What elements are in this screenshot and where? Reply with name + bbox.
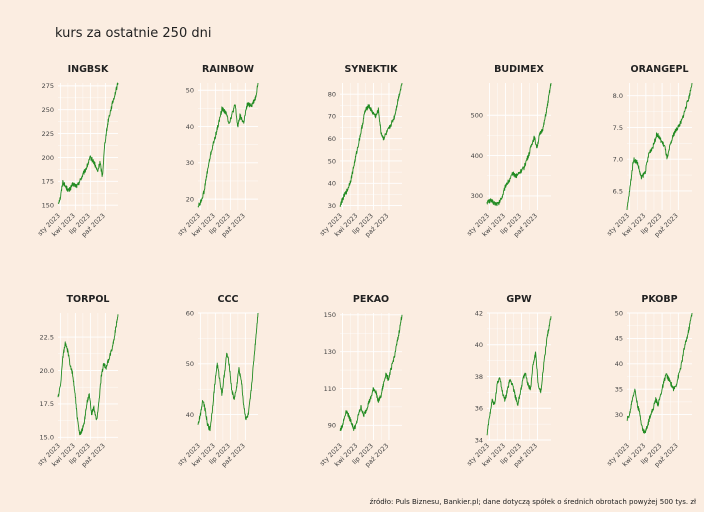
y-tick-label: 50 (186, 360, 194, 368)
y-tick-label: 200 (42, 154, 54, 162)
y-tick-label: 400 (471, 152, 483, 160)
y-tick-label: 60 (328, 135, 336, 143)
y-tick-label: 250 (42, 106, 54, 114)
y-tick-label: 150 (42, 202, 54, 210)
y-tick-label: 50 (615, 309, 623, 317)
panel-title: SYNEKTIK (345, 64, 399, 75)
y-tick-label: 40 (328, 180, 336, 188)
y-tick-label: 500 (471, 112, 483, 120)
y-tick-label: 50 (328, 157, 336, 165)
y-tick-label: 150 (324, 311, 336, 319)
y-tick-label: 40 (186, 123, 194, 131)
price-line-pkobp (626, 312, 693, 434)
y-tick-label: 110 (324, 385, 336, 393)
price-line-torpol (57, 314, 119, 436)
price-line-ccc (197, 312, 259, 432)
price-line-ingbsk (57, 82, 119, 204)
y-tick-label: 275 (42, 82, 54, 90)
panel-title: TORPOL (67, 294, 110, 305)
y-tick-label: 40 (475, 341, 483, 349)
y-tick-label: 15.0 (40, 434, 54, 442)
y-tick-label: 300 (471, 192, 483, 200)
y-tick-label: 20.0 (40, 367, 54, 375)
price-line-pekao (339, 314, 403, 432)
panel-title: PEKAO (353, 294, 389, 305)
source-note: źródło: Puls Biznesu, Bankier.pl; dane d… (369, 498, 696, 506)
panel-title: GPW (506, 294, 532, 305)
price-line-synektik (339, 82, 403, 208)
y-tick-label: 42 (475, 309, 483, 317)
panel-title: CCC (218, 294, 239, 305)
panel-title: INGBSK (68, 64, 109, 75)
y-tick-label: 50 (186, 87, 194, 95)
y-tick-label: 90 (328, 422, 336, 430)
price-line-gpw (486, 316, 552, 436)
y-tick-label: 40 (186, 411, 194, 419)
y-tick-label: 60 (186, 309, 194, 317)
y-tick-label: 17.5 (40, 400, 54, 408)
y-tick-label: 20 (186, 195, 194, 203)
panel-title: PKOBP (641, 294, 677, 305)
y-tick-label: 130 (324, 348, 336, 356)
y-tick-label: 225 (42, 130, 54, 138)
y-tick-label: 30 (186, 159, 194, 167)
y-tick-label: 7.0 (613, 156, 623, 164)
y-tick-label: 40 (615, 360, 623, 368)
panel-title: RAINBOW (202, 64, 254, 75)
price-line-budimex (486, 82, 552, 207)
y-tick-label: 7.5 (613, 124, 623, 132)
y-tick-label: 6.5 (613, 187, 623, 195)
y-tick-label: 30 (328, 202, 336, 210)
panel-title: ORANGEPL (631, 64, 689, 75)
panel-title: BUDIMEX (494, 64, 544, 75)
y-tick-label: 8.0 (613, 92, 623, 100)
page-title: kurs za ostatnie 250 dni (55, 26, 212, 41)
price-line-rainbow (197, 82, 259, 208)
y-tick-label: 45 (615, 335, 623, 343)
y-tick-label: 35 (615, 386, 623, 394)
y-tick-label: 36 (475, 405, 483, 413)
y-tick-label: 175 (42, 178, 54, 186)
y-tick-label: 38 (475, 373, 483, 381)
y-tick-label: 34 (475, 436, 483, 444)
price-line-orangepl (626, 82, 693, 211)
y-tick-label: 22.5 (40, 333, 54, 341)
y-tick-label: 80 (328, 90, 336, 98)
y-tick-label: 30 (615, 411, 623, 419)
y-tick-label: 70 (328, 113, 336, 121)
